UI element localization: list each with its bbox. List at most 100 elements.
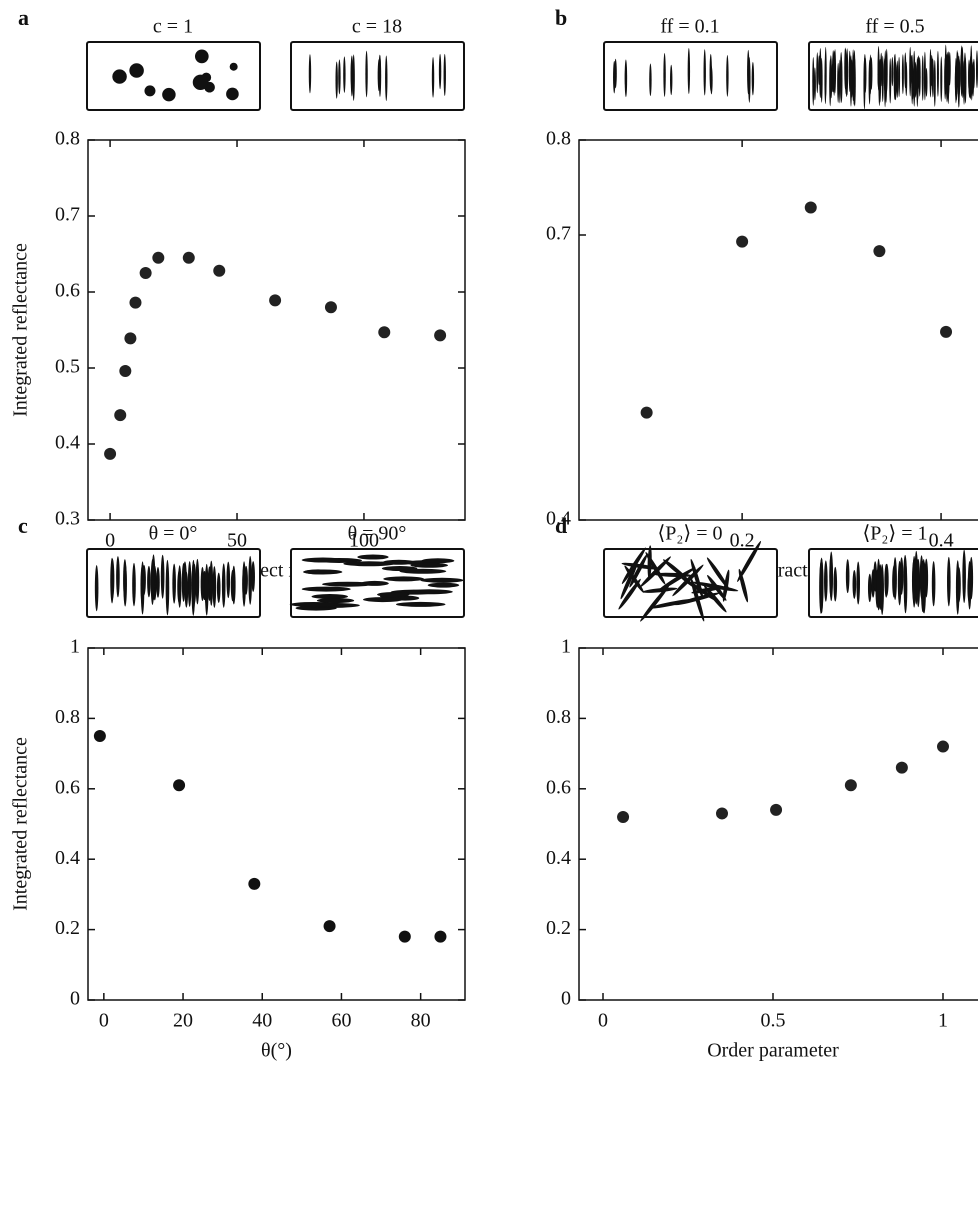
inset-particle [878, 58, 881, 107]
data-point [173, 779, 186, 792]
inset-particle [737, 541, 762, 582]
inset-particle [410, 562, 449, 568]
inset-particle [94, 564, 99, 612]
data-point [93, 730, 106, 742]
inset-particle [691, 581, 739, 592]
data-point [434, 930, 447, 943]
data-point [844, 779, 857, 792]
inset-particle [894, 62, 897, 101]
inset-particle [221, 563, 226, 608]
data-point [324, 301, 337, 314]
x-tick-label: 1 [938, 1010, 948, 1032]
data-point [940, 325, 953, 338]
x-tick-label: 0 [105, 530, 115, 552]
inset-particle [443, 53, 446, 97]
x-tick-label: 20 [173, 1010, 193, 1032]
data-point [937, 740, 950, 753]
data-point [182, 251, 195, 264]
x-tick-label: 0 [99, 1010, 109, 1032]
inset-particle [738, 568, 749, 603]
inset-particle [212, 566, 217, 608]
inset-particle [289, 601, 338, 607]
inset-particle [933, 59, 936, 107]
inset-particle [870, 57, 873, 90]
x-tick-label: 60 [331, 1010, 351, 1032]
inset-particle [399, 568, 447, 574]
inset-particle [840, 57, 843, 104]
inset-particle [945, 53, 948, 103]
inset-frame [290, 41, 465, 111]
inset-particle [751, 61, 755, 96]
inset-particle [142, 565, 146, 596]
panel: d ⟨P₂⟩ = 0 ⟨P₂⟩ = 1 0 0.2 0.4 0.6 0.8 1 0 0.5 1 Orde… [546, 513, 978, 1062]
plot-frame [578, 139, 978, 521]
inset-particle [896, 60, 899, 98]
inset-particle [726, 55, 729, 97]
inset-particle [852, 569, 857, 599]
data-point [129, 296, 142, 309]
inset-particle [642, 587, 678, 593]
inset-particle [110, 558, 115, 599]
inset-particle [343, 56, 346, 93]
inset-particle [837, 62, 840, 103]
inset-particle [883, 58, 886, 91]
data-point [434, 329, 447, 342]
inset-label: θ = 0° [149, 523, 198, 545]
inset-particle [620, 561, 638, 600]
inset-particle [147, 565, 151, 598]
inset-particle [897, 560, 902, 606]
x-tick-label: 0.2 [730, 530, 755, 552]
inset-particle [192, 74, 209, 91]
inset-particle [248, 555, 252, 605]
inset-particle [209, 560, 214, 606]
inset-particle [931, 561, 936, 607]
inset-particle [670, 64, 673, 96]
inset-particle [864, 57, 867, 93]
inset-frame [603, 41, 778, 111]
inset-particle [226, 87, 239, 101]
data-point [139, 267, 152, 279]
inset-particle [868, 59, 871, 105]
y-tick-label: 1 [70, 636, 80, 658]
inset-particle [968, 68, 971, 98]
inset-particle [365, 50, 368, 98]
inset-particle [385, 55, 388, 102]
inset-particle [187, 561, 192, 607]
inset-particle [884, 563, 889, 598]
inset-particle [362, 597, 404, 603]
inset-particle [915, 64, 918, 98]
inset-particle [378, 55, 382, 97]
inset-label: θ = 90° [348, 523, 407, 545]
data-point [378, 326, 391, 339]
y-tick-label: 0.8 [55, 128, 80, 150]
inset-particle [156, 567, 160, 598]
inset-particle [123, 559, 127, 600]
x-tick-label: 50 [227, 530, 247, 552]
inset-particle [360, 580, 389, 586]
y-tick-label: 0.4 [55, 847, 80, 869]
data-point [873, 245, 886, 258]
inset-particle [919, 555, 924, 600]
inset-particle [226, 561, 231, 599]
y-tick-label: 0.8 [546, 706, 571, 728]
y-tick-label: 0.6 [546, 776, 571, 798]
inset-particle [672, 564, 704, 597]
plot-frame [578, 647, 978, 1001]
inset-particle [923, 51, 926, 101]
data-point [114, 409, 127, 422]
inset-particle [904, 52, 907, 89]
data-point [152, 251, 165, 264]
inset-particle [195, 558, 200, 605]
inset-particle [948, 51, 951, 86]
inset-particle [893, 557, 897, 601]
inset-particle [357, 554, 389, 560]
inset-label: ⟨P₂⟩ = 1 [863, 523, 928, 545]
inset-particle [308, 54, 312, 94]
inset-particle [962, 549, 966, 604]
y-tick-label: 0.4 [546, 847, 571, 869]
inset-particle [915, 559, 920, 596]
inset-particle [833, 566, 838, 602]
inset-label: ff = 0.1 [660, 16, 719, 38]
data-point [124, 332, 137, 345]
inset-particle [829, 59, 832, 107]
